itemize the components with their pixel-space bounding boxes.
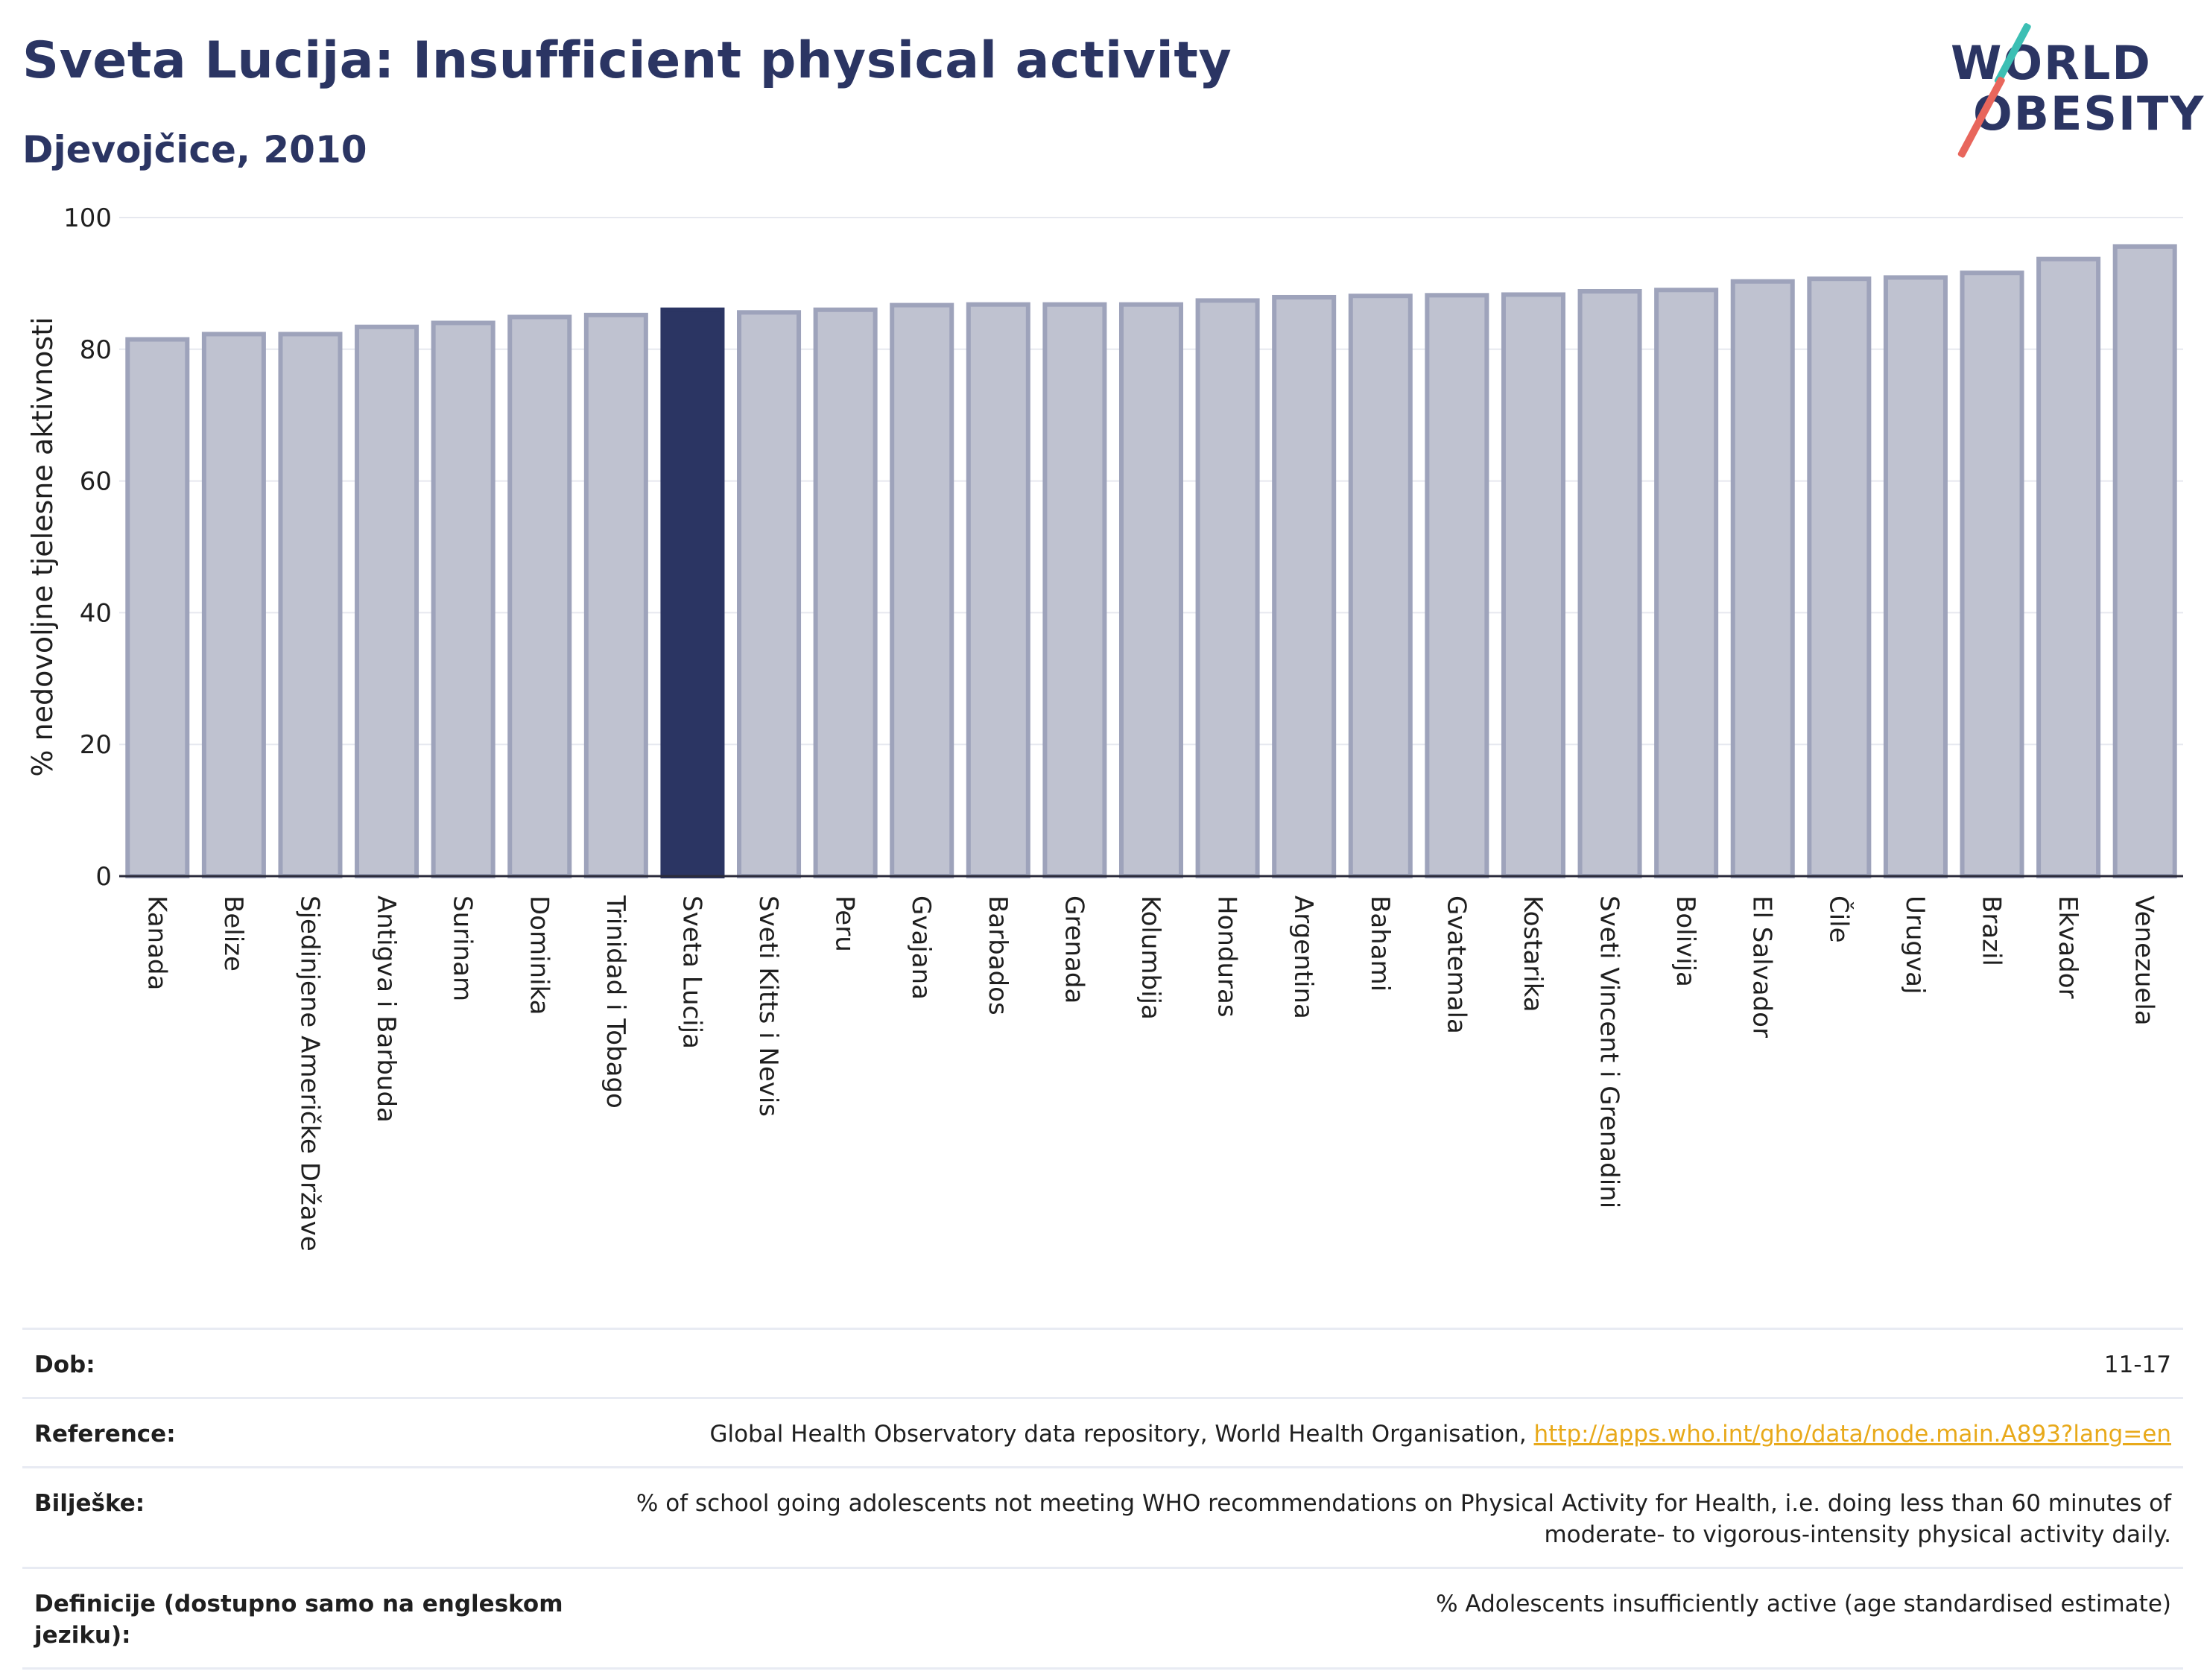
bar-sveti-vincent-i-grenadini[interactable] [1577, 289, 1642, 878]
x-tick-label: Grenada [1059, 896, 1089, 1004]
reference-value: Global Health Observatory data repositor… [586, 1419, 2171, 1450]
info-row-reference: Reference: Global Health Observatory dat… [22, 1397, 2183, 1466]
info-row-notes: Bilješke: % of school going adolescents … [22, 1466, 2183, 1567]
y-tick-label: 20 [80, 730, 112, 760]
y-tick-label: 0 [95, 862, 112, 892]
x-tick-label: Sjedinjene Američke Države [294, 896, 324, 1252]
bar-belize[interactable] [201, 332, 266, 878]
bar-čile[interactable] [1807, 276, 1872, 879]
y-tick-label: 80 [80, 335, 112, 365]
bar-chart: 0 20 40 60 80 100 Kanada Belize Sjedinjene Amer… [26, 203, 2183, 1252]
y-axis-title: % nedovoljne tjelesne aktivnosti [26, 317, 59, 776]
logo-line-2: OBESITY [1973, 86, 2204, 141]
bar-peru[interactable] [813, 307, 878, 878]
x-tick-label: Sveti Kitts i Nevis [753, 896, 783, 1117]
x-tick-label: El Salvador [1747, 896, 1777, 1038]
y-tick-label: 60 [80, 467, 112, 497]
bar-trinidad-i-tobago[interactable] [583, 312, 648, 879]
definitions-label: Definicije (dostupno samo na engleskom j… [34, 1591, 563, 1649]
x-tick-label: Argentina [1288, 896, 1318, 1019]
bar-surinam[interactable] [431, 320, 495, 878]
x-tick-label: Honduras [1212, 896, 1242, 1018]
bar-honduras[interactable] [1195, 298, 1260, 879]
bar-kostarika[interactable] [1501, 292, 1565, 879]
age-value: 11-17 [2103, 1351, 2171, 1378]
x-tick-label: Belize [218, 896, 248, 971]
x-axis-labels: Kanada Belize Sjedinjene Američke Države An… [142, 895, 2159, 1252]
bar-urugvaj[interactable] [1883, 275, 1948, 879]
bar-gvatemala[interactable] [1425, 293, 1489, 878]
x-tick-label: Brazil [1977, 896, 2007, 966]
bar-kolumbija[interactable] [1118, 302, 1184, 878]
bars [125, 244, 2177, 879]
y-axis-ticks: 0 20 40 60 80 100 [63, 203, 112, 892]
bar-antigva-i-barbuda[interactable] [355, 324, 419, 878]
x-tick-label: Kolumbija [1136, 896, 1165, 1020]
reference-link[interactable]: http://apps.who.int/gho/data/node.main.A… [1533, 1421, 2171, 1448]
x-tick-label: Trinidad i Tobago [601, 895, 630, 1109]
bar-barbados[interactable] [966, 302, 1030, 878]
x-tick-label: Venezuela [2129, 896, 2159, 1026]
bar-grenada[interactable] [1042, 302, 1107, 878]
x-tick-label: Dominika [524, 896, 554, 1015]
x-tick-label: Sveta Lucija [677, 896, 706, 1049]
x-tick-label: Bahami [1365, 896, 1395, 992]
bar-sveti-kitts-i-nevis[interactable] [737, 310, 802, 878]
reference-label: Reference: [34, 1421, 176, 1448]
x-tick-label: Surinam [448, 896, 478, 1001]
notes-label: Bilješke: [34, 1490, 145, 1517]
world-obesity-logo[interactable]: WORLD OBESITY [1937, 22, 2203, 159]
bar-ekvador[interactable] [2036, 256, 2101, 878]
chart-title: Sveta Lucija: Insufficient physical acti… [22, 31, 1232, 90]
x-tick-label: Čile [1823, 896, 1854, 943]
bar-kanada[interactable] [125, 337, 190, 879]
x-tick-label: Gvatemala [1441, 896, 1471, 1034]
x-tick-label: Antigva i Barbuda [371, 896, 401, 1123]
info-row-age: Dob: 11-17 [22, 1328, 2183, 1397]
chart-subtitle: Djevojčice, 2010 [22, 128, 367, 171]
notes-value: % of school going adolescents not meetin… [636, 1490, 2171, 1548]
bar-gvajana[interactable] [890, 302, 954, 878]
info-table: Dob: 11-17 Reference: Global Health Obse… [22, 1328, 2183, 1670]
x-tick-label: Kostarika [1518, 896, 1548, 1012]
bar-venezuela[interactable] [2112, 244, 2177, 878]
x-tick-label: Gvajana [906, 896, 936, 1000]
bar-sjedinjene-američke-države[interactable] [278, 332, 343, 878]
x-tick-label: Ekvador [2053, 896, 2083, 999]
bar-el-salvador[interactable] [1730, 279, 1795, 878]
x-tick-label: Urugvaj [1900, 896, 1930, 994]
reference-text: Global Health Observatory data repositor… [709, 1421, 1527, 1448]
bar-bolivija[interactable] [1654, 288, 1719, 878]
x-tick-label: Kanada [142, 896, 171, 990]
x-tick-label: Bolivija [1671, 896, 1700, 987]
definitions-value: % Adolescents insufficiently active (age… [1436, 1591, 2171, 1617]
age-label: Dob: [34, 1351, 95, 1378]
x-tick-label: Peru [830, 896, 860, 952]
bar-argentina[interactable] [1272, 294, 1337, 878]
y-tick-label: 40 [80, 598, 112, 628]
x-tick-label: Barbados [983, 896, 1013, 1015]
x-tick-label: Sveti Vincent i Grenadini [1595, 896, 1624, 1208]
y-tick-label: 100 [63, 203, 112, 233]
bar-dominika[interactable] [507, 314, 572, 878]
bar-brazil[interactable] [1960, 270, 2024, 879]
info-row-definitions: Definicije (dostupno samo na engleskom j… [22, 1567, 2183, 1670]
bar-sveta-lucija[interactable] [660, 307, 725, 878]
logo-line-1: WORLD [1951, 36, 2152, 90]
bar-bahami[interactable] [1348, 294, 1413, 879]
